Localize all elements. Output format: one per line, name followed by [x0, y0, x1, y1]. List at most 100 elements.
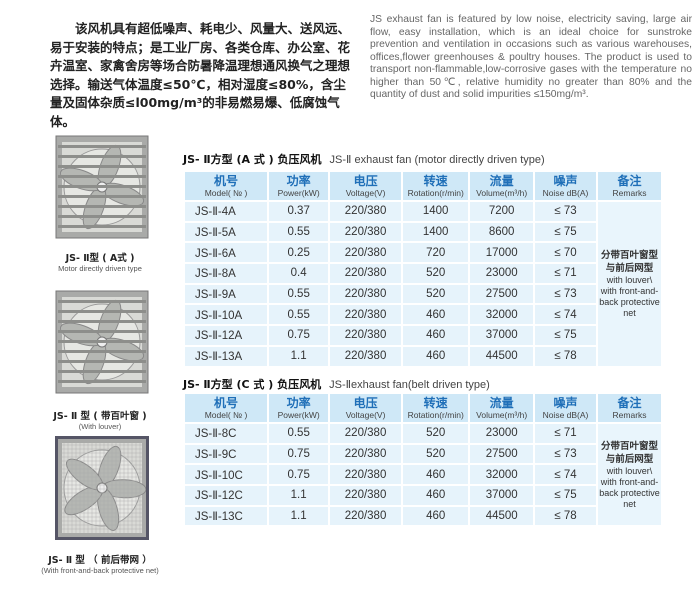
table-cell: 520 — [402, 284, 469, 304]
table-cell: 0.75 — [269, 465, 329, 485]
table-row: JS-Ⅱ-4A 0.37 220/380 1400 7200 ≤ 73 分带百叶窗型 与前后网… — [185, 202, 661, 366]
table-cell: 220/380 — [330, 202, 401, 221]
header-en: Volume(m³/h) — [476, 409, 528, 420]
table-cell: 32000 — [470, 305, 533, 325]
table-cell: JS-Ⅱ-5A — [185, 222, 268, 242]
table-row: JS-Ⅱ-13A 1.1 220/380 460 44500 ≤ 78 — [185, 346, 661, 366]
table-cell: 220/380 — [330, 506, 401, 526]
remarks-cn: 与前后网型 — [605, 262, 654, 274]
table-row: JS-Ⅱ-9A 0.55 220/380 520 27500 ≤ 73 — [185, 284, 661, 304]
table-cell: ≤ 73 — [534, 444, 597, 464]
remarks-cn: 与前后网型 — [605, 453, 654, 465]
table-cell: 0.4 — [269, 264, 329, 283]
table-cell: ≤ 70 — [534, 243, 597, 263]
header-en: Model( № ) — [204, 409, 248, 420]
caption-cn: JS- Ⅱ型 ( A式 ) — [65, 253, 135, 264]
caption-en: (With front-and-back protective net) — [41, 566, 159, 575]
table-cell: 23000 — [470, 424, 533, 443]
header-cn: 功率 — [286, 173, 311, 188]
fan-net-image — [55, 436, 149, 540]
header-row: 机号 Model( № ) 功率 Power(kW) 电压 Voltage(V) 转速 Rot… — [185, 172, 661, 200]
table-cell: JS-Ⅱ-13A — [185, 346, 268, 366]
title-en: JS-Ⅱ exhaust fan (motor directly driven … — [329, 154, 545, 166]
table-cell: ≤ 75 — [534, 326, 597, 345]
table-cell: ≤ 78 — [534, 506, 597, 526]
table-cell: 460 — [402, 305, 469, 325]
table-cell: 460 — [402, 326, 469, 345]
table-cell: 44500 — [470, 346, 533, 366]
table-cell: ≤ 75 — [534, 222, 597, 242]
header-en: Power(kW) — [277, 409, 320, 420]
spec-table-a: 机号 Model( № ) 功率 Power(kW) 电压 Voltage(V) 转速 Rot… — [183, 170, 663, 368]
header-en: Model( № ) — [204, 187, 248, 198]
remarks-en: with louver\ with front-and-back protect… — [599, 465, 660, 509]
table-cell: 220/380 — [330, 424, 401, 443]
table-cell: 520 — [402, 264, 469, 283]
header-en: Rotation(r/min) — [407, 187, 464, 198]
header-en: Remarks — [612, 187, 647, 198]
table-cell: ≤ 71 — [534, 424, 597, 443]
table-cell: 220/380 — [330, 326, 401, 345]
remarks-cn: 分带百叶窗型 — [601, 440, 659, 452]
table-cell: 37000 — [470, 326, 533, 345]
table-cell: 1.1 — [269, 506, 329, 526]
header-cn: 转速 — [423, 173, 448, 188]
intro-english: JS exhaust fan is featured by low noise,… — [370, 14, 692, 100]
column-header: 噪声 Noise dB(A) — [534, 394, 597, 422]
table-cell: 220/380 — [330, 444, 401, 464]
table-row: JS-Ⅱ-10C 0.75 220/380 460 32000 ≤ 74 — [185, 465, 661, 485]
header-en: Rotation(r/min) — [407, 409, 464, 420]
table-cell: 0.37 — [269, 202, 329, 221]
table-row: JS-Ⅱ-12C 1.1 220/380 460 37000 ≤ 75 — [185, 486, 661, 505]
column-header: 流量 Volume(m³/h) — [470, 394, 533, 422]
header-cn: 功率 — [286, 395, 311, 410]
table-cell: 0.55 — [269, 222, 329, 242]
table-cell: 220/380 — [330, 305, 401, 325]
table-a-title: JS- Ⅱ方型 (A 式 ) 负压风机 JS-Ⅱ exhaust fan (mot… — [183, 151, 545, 167]
column-header: 转速 Rotation(r/min) — [402, 394, 469, 422]
fan-louver-image-b — [55, 290, 149, 394]
header-cn: 流量 — [489, 173, 514, 188]
header-en: Noise dB(A) — [542, 187, 589, 198]
table-cell: 460 — [402, 465, 469, 485]
table-cell: 0.25 — [269, 243, 329, 263]
table-cell: 7200 — [470, 202, 533, 221]
header-en: Noise dB(A) — [542, 409, 589, 420]
header-en: Power(kW) — [277, 187, 320, 198]
table-cell: 460 — [402, 486, 469, 505]
table-cell: 520 — [402, 444, 469, 464]
remarks-cn: 分带百叶窗型 — [601, 249, 659, 261]
table-row: JS-Ⅱ-8A 0.4 220/380 520 23000 ≤ 71 — [185, 264, 661, 283]
header-en: Voltage(V) — [345, 187, 386, 198]
header-cn: 备注 — [617, 173, 642, 188]
table-cell: 0.55 — [269, 284, 329, 304]
title-en: JS-Ⅱexhaust fan(belt driven type) — [329, 379, 490, 391]
column-header: 机号 Model( № ) — [185, 172, 268, 200]
product-caption-c: JS- Ⅱ 型 （ 前后带网 ） (With front-and-back pr… — [20, 552, 180, 575]
column-header: 备注 Remarks — [598, 394, 661, 422]
table-cell: 220/380 — [330, 243, 401, 263]
header-cn: 转速 — [423, 395, 448, 410]
table-cell: 1.1 — [269, 346, 329, 366]
header-en: Voltage(V) — [345, 409, 386, 420]
table-cell: 720 — [402, 243, 469, 263]
remarks-cell: 分带百叶窗型 与前后网型 with louver\ with front-and-b… — [598, 202, 661, 366]
header-cn: 电压 — [353, 395, 378, 410]
product-caption-a: JS- Ⅱ型 ( A式 ) Motor directly driven type — [20, 250, 180, 273]
table-row: JS-Ⅱ-13C 1.1 220/380 460 44500 ≤ 78 — [185, 506, 661, 526]
table-cell: 220/380 — [330, 284, 401, 304]
table-row: JS-Ⅱ-12A 0.75 220/380 460 37000 ≤ 75 — [185, 326, 661, 345]
header-cn: 噪声 — [553, 173, 578, 188]
header-cn: 备注 — [617, 395, 642, 410]
column-header: 机号 Model( № ) — [185, 394, 268, 422]
table-cell: 460 — [402, 346, 469, 366]
table-row: JS-Ⅱ-8C 0.55 220/380 520 23000 ≤ 71 分带百叶窗型 与前后网… — [185, 424, 661, 526]
table-cell: JS-Ⅱ-12A — [185, 326, 268, 345]
table-cell: JS-Ⅱ-9A — [185, 284, 268, 304]
table-row: JS-Ⅱ-10A 0.55 220/380 460 32000 ≤ 74 — [185, 305, 661, 325]
caption-cn: JS- Ⅱ 型 （ 前后带网 ） — [48, 555, 152, 566]
table-cell: JS-Ⅱ-13C — [185, 506, 268, 526]
title-cn: JS- Ⅱ方型 (A 式 ) 负压风机 — [183, 153, 322, 166]
intro-chinese: 该风机具有超低噪声、耗电少、风量大、送风远、易于安装的特点；是工业厂房、各类仓库… — [50, 21, 351, 129]
column-header: 功率 Power(kW) — [269, 394, 329, 422]
